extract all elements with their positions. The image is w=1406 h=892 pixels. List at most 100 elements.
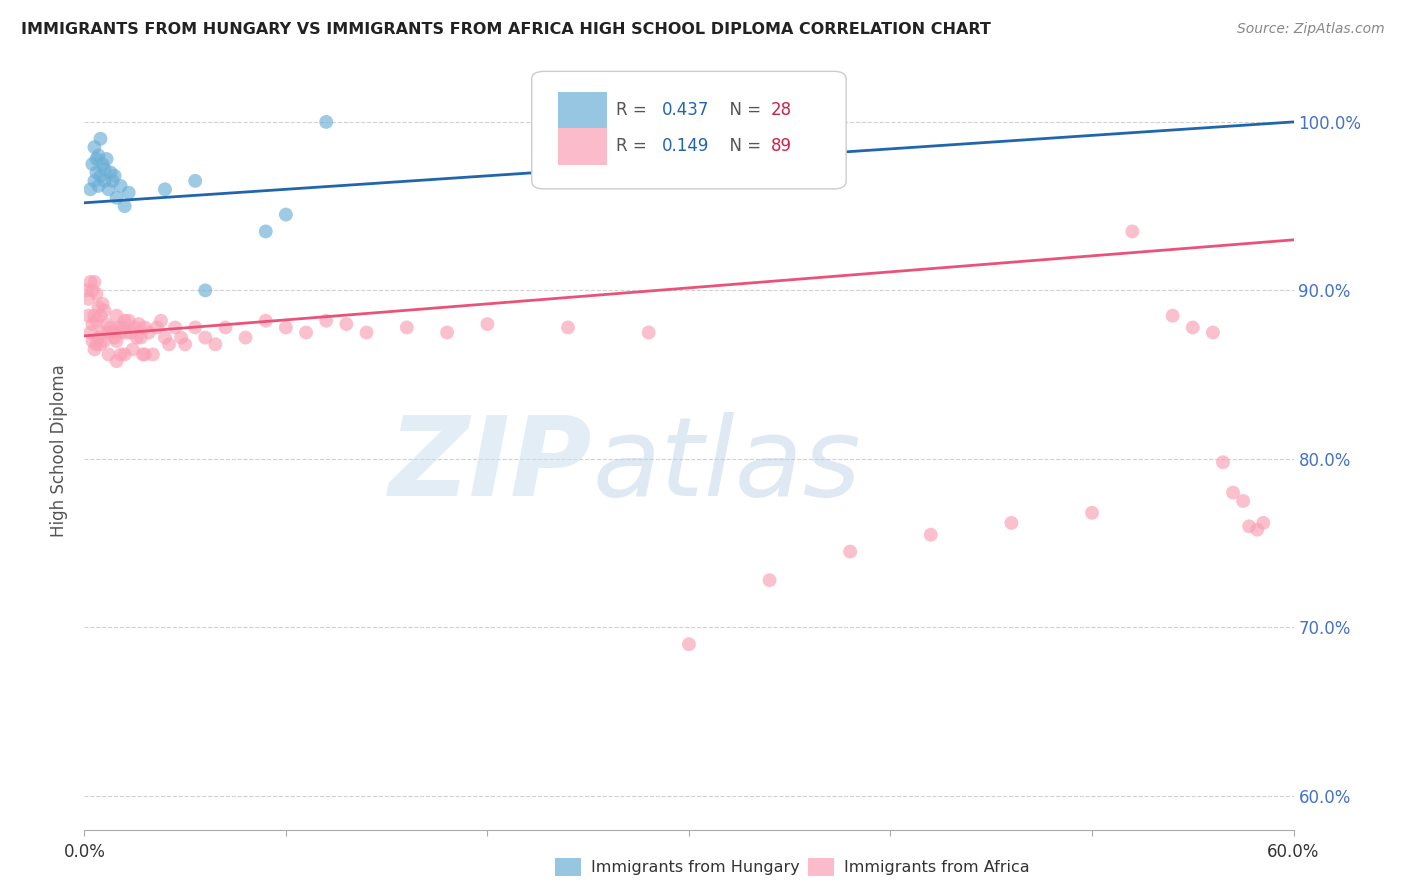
Point — [86, 286, 108, 301]
Point — [254, 224, 277, 238]
Point — [82, 334, 104, 348]
Point — [93, 303, 115, 318]
Point — [97, 182, 120, 196]
Point — [82, 157, 104, 171]
Point — [82, 317, 104, 331]
Point — [335, 317, 357, 331]
Point — [110, 326, 132, 340]
Point — [1246, 523, 1268, 537]
Point — [89, 169, 111, 183]
Point — [87, 178, 110, 193]
Point — [86, 165, 108, 179]
Point — [86, 152, 108, 166]
Text: 60.0%: 60.0% — [1267, 843, 1320, 861]
Text: Source: ZipAtlas.com: Source: ZipAtlas.com — [1237, 22, 1385, 37]
Point — [101, 174, 124, 188]
Text: Immigrants from Africa: Immigrants from Africa — [844, 860, 1029, 874]
Point — [1081, 506, 1104, 520]
Point — [96, 317, 118, 331]
Point — [1232, 494, 1254, 508]
Text: 89: 89 — [770, 137, 792, 155]
Text: Immigrants from Hungary: Immigrants from Hungary — [591, 860, 799, 874]
Point — [149, 314, 172, 328]
Text: 0.149: 0.149 — [662, 137, 710, 155]
Point — [114, 314, 136, 328]
Point — [1202, 326, 1225, 340]
Text: IMMIGRANTS FROM HUNGARY VS IMMIGRANTS FROM AFRICA HIGH SCHOOL DIPLOMA CORRELATIO: IMMIGRANTS FROM HUNGARY VS IMMIGRANTS FR… — [21, 22, 991, 37]
Point — [315, 314, 337, 328]
Point — [96, 152, 118, 166]
Point — [115, 326, 138, 340]
Point — [678, 637, 700, 651]
Point — [758, 573, 780, 587]
Point — [1181, 320, 1204, 334]
Bar — [558, 128, 607, 165]
Point — [118, 186, 141, 200]
Point — [110, 178, 132, 193]
Point — [637, 326, 659, 340]
Point — [97, 326, 120, 340]
Point — [184, 320, 207, 334]
Y-axis label: High School Diploma: High School Diploma — [51, 364, 69, 537]
Point — [105, 191, 128, 205]
Point — [83, 275, 105, 289]
Point — [121, 343, 143, 357]
Point — [101, 326, 124, 340]
Point — [83, 309, 105, 323]
Point — [83, 174, 105, 188]
Point — [557, 320, 579, 334]
Point — [105, 309, 128, 323]
Point — [274, 208, 297, 222]
Text: 28: 28 — [770, 101, 793, 119]
Point — [105, 354, 128, 368]
Point — [87, 300, 110, 314]
Point — [295, 326, 318, 340]
Point — [110, 347, 132, 361]
Point — [91, 157, 114, 171]
Point — [86, 337, 108, 351]
Point — [100, 320, 122, 334]
Point — [79, 275, 101, 289]
Point — [1121, 224, 1143, 238]
Point — [436, 326, 458, 340]
Text: ZIP: ZIP — [388, 412, 592, 519]
Point — [114, 347, 136, 361]
Text: 0.437: 0.437 — [662, 101, 710, 119]
Text: atlas: atlas — [592, 412, 860, 519]
Point — [315, 115, 337, 129]
Point — [93, 162, 115, 177]
Point — [920, 527, 942, 541]
Point — [89, 132, 111, 146]
Text: N =: N = — [720, 101, 766, 119]
Point — [91, 326, 114, 340]
Text: 0.0%: 0.0% — [63, 843, 105, 861]
Point — [235, 330, 257, 344]
Point — [839, 544, 862, 558]
Text: R =: R = — [616, 101, 652, 119]
Point — [274, 320, 297, 334]
Point — [82, 284, 104, 298]
Point — [134, 347, 156, 361]
Point — [1253, 516, 1275, 530]
Point — [395, 320, 418, 334]
Point — [174, 337, 197, 351]
Point — [83, 140, 105, 154]
Point — [170, 330, 193, 344]
FancyBboxPatch shape — [531, 71, 846, 189]
Point — [91, 297, 114, 311]
Point — [107, 320, 129, 334]
Text: R =: R = — [616, 137, 652, 155]
Point — [77, 292, 100, 306]
Point — [1237, 519, 1260, 533]
Point — [79, 182, 101, 196]
Point — [125, 330, 148, 344]
Point — [86, 314, 108, 328]
Point — [1161, 309, 1184, 323]
Point — [83, 343, 105, 357]
Point — [153, 330, 176, 344]
Point — [93, 174, 115, 188]
Point — [128, 317, 150, 331]
Point — [118, 314, 141, 328]
Point — [114, 199, 136, 213]
Point — [87, 148, 110, 162]
